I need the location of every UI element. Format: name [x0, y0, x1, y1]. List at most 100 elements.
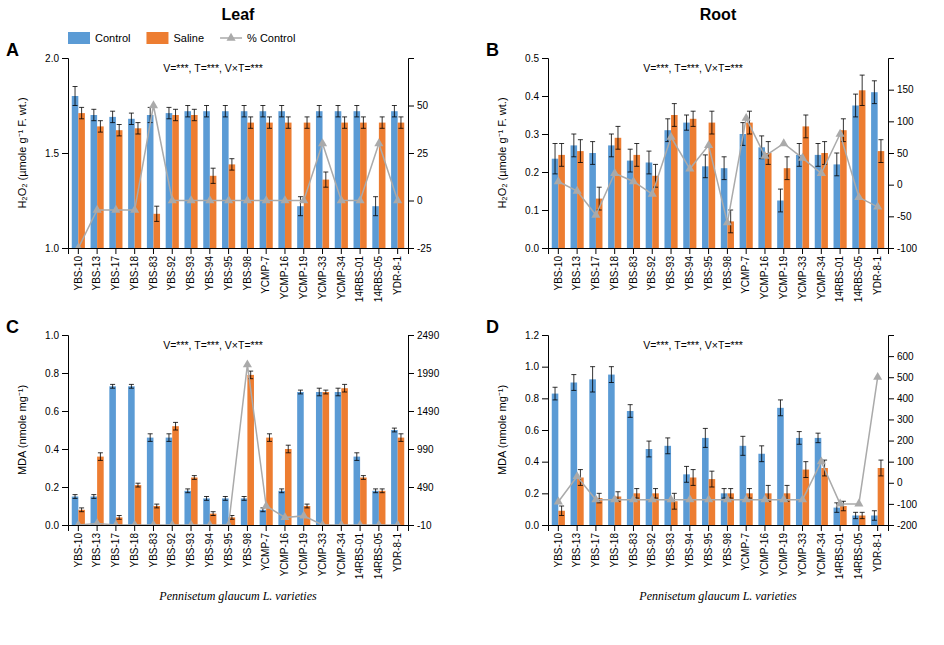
x-tick-mark	[228, 525, 229, 531]
error-bar	[73, 495, 78, 499]
error-bar	[778, 189, 783, 212]
y-tick-mark	[542, 248, 548, 249]
x-tick-label: YBS-83	[628, 533, 639, 568]
x-tick: YCMP-33	[317, 248, 328, 299]
marker	[685, 494, 694, 502]
x-tick: YDR-8-1	[872, 248, 883, 295]
marker	[224, 195, 233, 203]
bar	[335, 392, 342, 525]
x-tick-mark	[266, 525, 267, 531]
plot-area	[552, 75, 884, 248]
y-tick-mark	[62, 153, 68, 154]
error-bar	[872, 81, 877, 104]
x-tick-mark	[671, 525, 672, 531]
marker	[299, 195, 308, 203]
x-tick: 14RBS-01	[354, 525, 365, 579]
y2-tick: 150	[888, 84, 914, 95]
error-bar	[248, 117, 253, 128]
bar-series	[552, 367, 878, 525]
x-tick-mark	[247, 248, 248, 254]
x-tick: YBS-17	[590, 248, 601, 290]
x-tick-label: YCMP-7	[260, 533, 271, 571]
error-bar	[559, 144, 564, 167]
marker	[74, 520, 83, 525]
error-bar	[305, 117, 310, 128]
x-tick-mark	[247, 525, 248, 531]
x-tick-mark	[284, 248, 285, 254]
bar	[128, 386, 135, 525]
error-bar	[553, 144, 558, 174]
y2-tick-mark	[888, 483, 894, 484]
x-tick-label: 14RBS-05	[373, 256, 384, 303]
bar	[247, 375, 254, 525]
bar	[834, 164, 841, 248]
marker	[648, 494, 657, 502]
error-bar	[703, 155, 708, 178]
error-bar	[646, 441, 651, 457]
error-bar	[728, 489, 733, 499]
x-tick-mark	[191, 525, 192, 531]
y2-tick-mark	[408, 106, 414, 107]
annotation: V=***, T=***, V×T=***	[643, 62, 743, 74]
x-tick-mark	[97, 248, 98, 254]
error-bar	[803, 462, 808, 478]
error-bar	[615, 126, 620, 149]
x-tick: YBS-17	[110, 525, 121, 567]
line-series	[554, 113, 882, 225]
y2-tick-label: -50	[897, 211, 912, 222]
bar-series	[78, 107, 404, 248]
y2-tick: 2490	[408, 330, 440, 341]
y2-tick: 1490	[408, 406, 440, 417]
x-tick-label: YCMP-34	[816, 533, 827, 577]
x-tick-label: YBS-95	[223, 533, 234, 568]
error-bar	[703, 428, 708, 447]
bar	[341, 388, 348, 525]
legend-marker	[226, 33, 235, 41]
marker	[374, 138, 383, 146]
y-tick-mark	[542, 493, 548, 494]
bar	[821, 468, 828, 525]
legend-item: % Control	[220, 32, 295, 44]
x-tick-label: YBS-94	[684, 256, 695, 291]
bar-series	[558, 75, 884, 248]
y-axis: 0.00.10.20.30.40.5	[525, 53, 548, 254]
x-tick-mark	[172, 248, 173, 254]
bar	[116, 130, 123, 248]
x-tick: 14RBS-01	[354, 248, 365, 302]
bar	[740, 446, 747, 525]
x-tick-mark	[191, 248, 192, 254]
x-tick-mark	[266, 248, 267, 254]
y-tick-mark	[542, 367, 548, 368]
x-tick-label: YCMP-34	[336, 256, 347, 300]
bar	[191, 115, 198, 248]
y2-tick-mark	[408, 335, 414, 336]
error-bar	[398, 434, 403, 442]
x-tick-mark	[341, 248, 342, 254]
x-tick-label: YCMP-7	[740, 256, 751, 294]
error-bar	[609, 134, 614, 157]
marker	[318, 520, 327, 525]
y-tick-mark	[62, 487, 68, 488]
error-bar	[154, 504, 159, 508]
error-bar	[628, 149, 633, 172]
marker	[168, 195, 177, 203]
x-tick-mark	[115, 525, 116, 531]
annotation: V=***, T=***, V×T=***	[163, 339, 263, 351]
bar	[109, 117, 116, 248]
error-bar	[553, 387, 558, 400]
x-tick-label: YCMP-34	[336, 533, 347, 577]
y-tick: 0.3	[525, 129, 548, 140]
x-tick: YBS-95	[223, 248, 234, 290]
x-tick-label: YBS-17	[110, 256, 121, 291]
error-bar	[154, 206, 159, 221]
x-tick-label: YBS-13	[571, 256, 582, 291]
marker	[554, 176, 563, 184]
x-tick-mark	[614, 248, 615, 254]
bar	[871, 92, 878, 248]
y2-tick-mark	[888, 441, 894, 442]
x-tick-mark	[153, 248, 154, 254]
x-tick-mark	[652, 525, 653, 531]
x-tick-label: 14RBS-05	[373, 533, 384, 580]
panel: 0.00.20.40.60.81.01.2-200-10001002003004…	[486, 317, 917, 603]
x-tick: YBS-83	[628, 248, 639, 290]
